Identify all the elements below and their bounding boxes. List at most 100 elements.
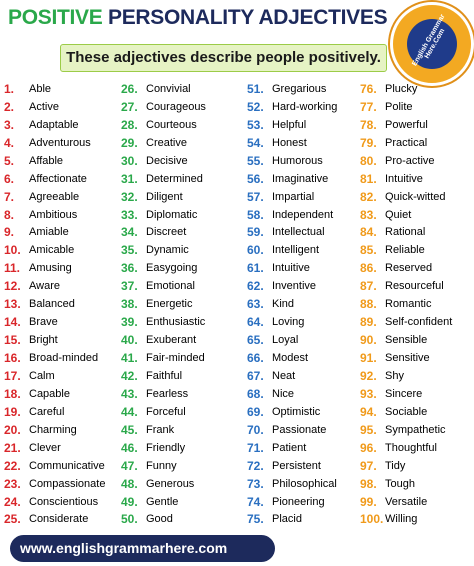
item-number: 64. (247, 315, 264, 330)
list-item: 65. Loyal (247, 331, 337, 349)
item-number: 43. (121, 386, 138, 401)
list-item: 48. Generous (121, 475, 206, 493)
item-word: Honest (272, 136, 307, 149)
title: POSITIVE PERSONALITY ADJECTIVES (8, 6, 388, 30)
item-word: Plucky (385, 82, 418, 95)
item-word: Romantic (385, 298, 432, 311)
item-word: Forceful (146, 405, 186, 418)
item-word: Neat (272, 369, 296, 382)
item-word: Powerful (385, 118, 428, 131)
item-word: Sincere (385, 387, 423, 400)
item-word: Sympathetic (385, 423, 446, 436)
item-number: 19. (4, 404, 21, 419)
list-item: 5. Affable (4, 152, 105, 170)
item-word: Compassionate (29, 477, 106, 490)
item-word: Placid (272, 513, 302, 526)
list-item: 4. Adventurous (4, 134, 105, 152)
list-item: 47. Funny (121, 457, 206, 475)
item-number: 96. (360, 440, 377, 455)
list-item: 97. Tidy (360, 457, 452, 475)
item-word: Impartial (272, 190, 315, 203)
item-number: 55. (247, 153, 264, 168)
item-word: Quick-witted (385, 190, 446, 203)
item-word: Diligent (146, 190, 183, 203)
list-item: 95. Sympathetic (360, 421, 452, 439)
list-item: 99. Versatile (360, 493, 452, 511)
item-number: 49. (121, 494, 138, 509)
item-word: Quiet (385, 208, 412, 221)
list-item: 79. Practical (360, 134, 452, 152)
item-word: Diplomatic (146, 208, 198, 221)
list-item: 6. Affectionate (4, 170, 105, 188)
item-number: 10. (4, 243, 21, 258)
list-item: 19. Careful (4, 403, 105, 421)
item-number: 37. (121, 279, 138, 294)
list-item: 59. Intellectual (247, 224, 337, 242)
item-number: 65. (247, 333, 264, 348)
item-number: 97. (360, 458, 377, 473)
item-number: 56. (247, 171, 264, 186)
list-item: 1. Able (4, 80, 105, 98)
item-word: Friendly (146, 441, 186, 454)
item-word: Loving (272, 316, 305, 329)
item-number: 90. (360, 333, 377, 348)
list-item: 13. Balanced (4, 295, 105, 313)
list-item: 2. Active (4, 98, 105, 116)
list-item: 98. Tough (360, 475, 452, 493)
list-item: 20. Charming (4, 421, 105, 439)
item-number: 60. (247, 243, 264, 258)
item-number: 16. (4, 351, 21, 366)
item-number: 33. (121, 207, 138, 222)
list-item: 60. Intelligent (247, 241, 337, 259)
item-number: 44. (121, 404, 138, 419)
item-number: 54. (247, 135, 264, 150)
list-item: 75. Placid (247, 511, 337, 529)
item-number: 92. (360, 368, 377, 383)
list-item: 10. Amicable (4, 241, 105, 259)
list-item: 76. Plucky (360, 80, 452, 98)
list-item: 56. Imaginative (247, 170, 337, 188)
list-item: 43. Fearless (121, 385, 206, 403)
item-word: Hard-working (272, 100, 338, 113)
list-item: 17. Calm (4, 367, 105, 385)
item-word: Sensible (385, 334, 428, 347)
item-word: Versatile (385, 495, 428, 508)
item-word: Fearless (146, 387, 189, 400)
item-word: Considerate (29, 513, 89, 526)
item-number: 62. (247, 279, 264, 294)
item-number: 68. (247, 386, 264, 401)
item-word: Amicable (29, 244, 75, 257)
list-item: 83. Quiet (360, 206, 452, 224)
list-item: 39. Enthusiastic (121, 313, 206, 331)
list-item: 11. Amusing (4, 259, 105, 277)
website-url[interactable]: www.englishgrammarhere.com (10, 535, 275, 562)
item-word: Frank (146, 423, 175, 436)
column: 51. Gregarious 52. Hard-working 53. Helpful 54… (247, 80, 337, 528)
item-number: 57. (247, 189, 264, 204)
item-word: Loyal (272, 334, 299, 347)
list-item: 24. Conscientious (4, 493, 105, 511)
item-word: Convivial (146, 82, 191, 95)
item-word: Aware (29, 280, 60, 293)
item-number: 2. (4, 99, 15, 114)
item-word: Nice (272, 387, 295, 400)
title-highlight: POSITIVE (8, 6, 103, 29)
item-number: 24. (4, 494, 21, 509)
item-number: 4. (4, 135, 15, 150)
item-word: Bright (29, 334, 58, 347)
item-word: Charming (29, 423, 77, 436)
item-word: Faithful (146, 369, 183, 382)
list-item: 33. Diplomatic (121, 206, 206, 224)
list-item: 91. Sensitive (360, 349, 452, 367)
list-item: 21. Clever (4, 439, 105, 457)
item-number: 88. (360, 297, 377, 312)
item-number: 5. (4, 153, 15, 168)
item-number: 31. (121, 171, 138, 186)
item-word: Enthusiastic (146, 316, 206, 329)
list-item: 66. Modest (247, 349, 337, 367)
title-rest: PERSONALITY ADJECTIVES (108, 6, 388, 29)
list-item: 80. Pro-active (360, 152, 452, 170)
item-word: Sensitive (385, 352, 430, 365)
item-number: 9. (4, 225, 15, 240)
